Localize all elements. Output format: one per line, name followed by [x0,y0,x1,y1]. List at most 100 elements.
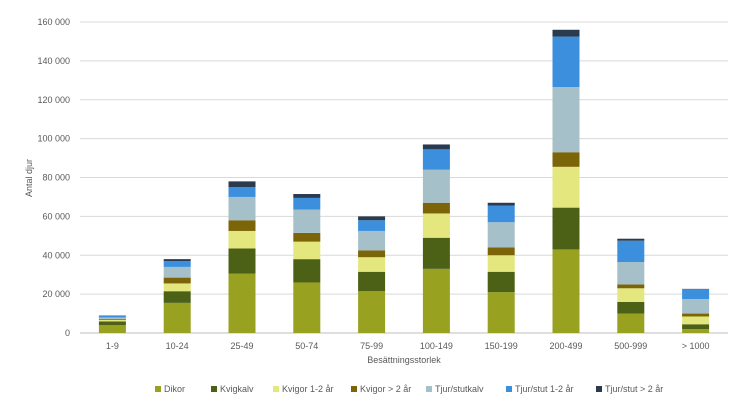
legend: Dikor Kvigkalv Kvigor 1-2 år Kvigor > 2 år T… [155,384,663,394]
x-axis-ticks: 1-9 10-24 25-49 50-74 75-99 100-149 150-199 200… [106,341,710,351]
bar-segment [552,36,580,88]
bar-segment [487,222,515,248]
legend-swatch [596,386,602,392]
bar-segment [487,205,515,223]
bar-segment [682,313,710,317]
bar-segment [552,249,580,333]
bar-segment [422,169,450,203]
bar-segment [228,196,256,221]
bar-segment [422,213,450,238]
bar-segment [358,220,386,231]
bar-segment [293,197,321,210]
bar-segment [617,240,645,263]
legend-label: Kvigor 1-2 år [282,384,334,394]
bar-segment [228,220,256,231]
x-tick-label: 500-999 [614,341,647,351]
bar-segment [617,262,645,285]
y-tick-label: 40 000 [42,250,70,260]
bar-segment [422,149,450,170]
y-tick-label: 60 000 [42,211,70,221]
bar-segment [98,318,126,320]
bar-segment [422,144,450,150]
bar-segment [552,152,580,167]
bar-segment [293,232,321,242]
bar-segment [487,271,515,293]
bar-segment [163,302,191,333]
y-tick-label: 100 000 [37,134,70,144]
bar-segment [682,324,710,330]
bar-segment [98,317,126,319]
bar-segment [422,268,450,333]
x-tick-label: 100-149 [420,341,453,351]
legend-label: Kvigor > 2 år [360,384,411,394]
bars [98,29,710,333]
bar-segment [487,255,515,272]
bar-segment [617,238,645,241]
bar-segment [98,319,126,322]
bar-segment [98,321,126,326]
x-tick-label: 1-9 [106,341,119,351]
bar-segment [487,247,515,256]
bar-segment [552,29,580,37]
legend-swatch [351,386,357,392]
bar-segment [98,315,126,318]
bar-segment [163,266,191,278]
bar-segment [293,209,321,233]
x-tick-label: 50-74 [295,341,318,351]
legend-swatch [211,386,217,392]
bar-segment [487,202,515,206]
x-tick-label: 200-499 [549,341,582,351]
y-axis-title: Antal djur [24,159,34,197]
bar-segment [358,230,386,251]
bar-segment [293,259,321,283]
bar-segment [422,237,450,269]
x-tick-label: 10-24 [166,341,189,351]
y-tick-label: 0 [65,328,70,338]
x-tick-label: 25-49 [230,341,253,351]
bar-segment [163,261,191,267]
y-tick-label: 160 000 [37,17,70,27]
bar-segment [682,289,710,299]
bar-segment [617,301,645,314]
bar-segment [552,87,580,153]
bar-segment [682,316,710,325]
bar-segment [163,291,191,303]
legend-label: Tjur/stut > 2 år [605,384,663,394]
x-tick-label: 150-199 [485,341,518,351]
bar-segment [163,277,191,284]
bar-segment [228,181,256,188]
bar-segment [98,325,126,333]
bar-segment [617,284,645,289]
x-axis-title: Besättningsstorlek [367,355,441,365]
bar-segment [163,259,191,262]
bar-segment [617,313,645,333]
bar-segment [228,248,256,274]
bar-segment [228,187,256,197]
legend-label: Dikor [164,384,185,394]
legend-swatch [273,386,279,392]
y-tick-label: 140 000 [37,56,70,66]
y-tick-label: 80 000 [42,173,70,183]
bar-segment [358,271,386,292]
bar-segment [293,241,321,260]
bar-segment [358,216,386,221]
bar-segment [422,202,450,214]
x-tick-label: 75-99 [360,341,383,351]
bar-segment [358,291,386,333]
bar-segment [682,329,710,333]
legend-label: Kvigkalv [220,384,254,394]
legend-swatch [506,386,512,392]
legend-swatch [426,386,432,392]
bar-segment [552,166,580,208]
y-tick-label: 120 000 [37,95,70,105]
bar-segment [293,282,321,333]
bar-segment [293,194,321,198]
bar-segment [358,250,386,258]
bar-segment [358,257,386,272]
bar-segment [617,288,645,302]
legend-label: Tjur/stutkalv [435,384,484,394]
bar-segment [487,292,515,333]
legend-swatch [155,386,161,392]
bar-segment [163,283,191,292]
y-tick-label: 20 000 [42,289,70,299]
